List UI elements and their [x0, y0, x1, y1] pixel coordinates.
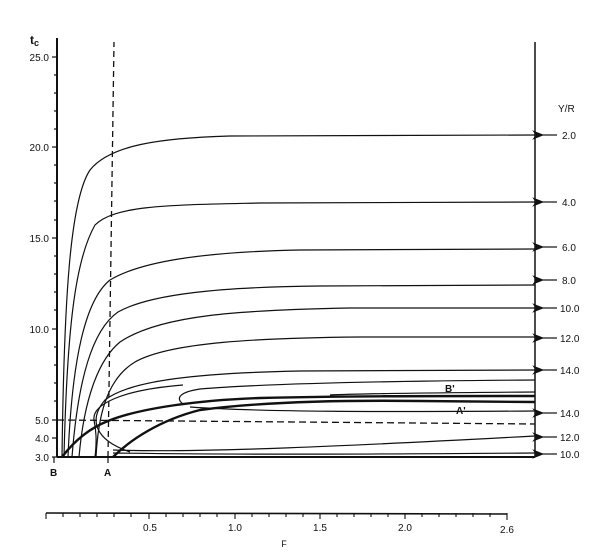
curve-bottom-left	[93, 384, 184, 458]
y-axis-labels: 25.0 20.0 15.0 10.0 5.0 4.0 3.0	[30, 53, 50, 464]
y-tick-label: 20.0	[30, 143, 50, 154]
upper-curves	[61, 134, 536, 458]
yr-label: 4.0	[562, 198, 576, 209]
label-b-prime: B'	[445, 384, 455, 395]
y-tick-label: 10.0	[30, 325, 50, 336]
curve-yr-6	[67, 248, 536, 458]
x-axis-title: F	[281, 539, 287, 549]
yr-label: 2.0	[562, 131, 576, 142]
marker-b-label: B	[50, 468, 57, 479]
yr-label: 6.0	[562, 243, 576, 254]
curve-yr-10	[78, 307, 535, 458]
x-axis-labels: 0.5 1.0 1.5 2.0 2.6	[143, 523, 514, 536]
curve-yr-2	[61, 134, 536, 458]
curve-yr-14-loop	[329, 391, 536, 396]
x-tick-label: 1.0	[228, 523, 242, 534]
yr-label: 12.0	[560, 433, 580, 444]
y-tick-label: 3.0	[35, 453, 49, 464]
x-tick-label: 0.5	[143, 523, 157, 534]
curve-yr-14-lower2	[189, 406, 536, 413]
legend-title: Y/R	[558, 104, 575, 115]
marker-a-label: A	[104, 468, 111, 479]
curve-yr-12-lower	[112, 435, 536, 452]
yr-label: 14.0	[560, 409, 580, 420]
yr-label: 10.0	[560, 450, 580, 461]
right-arrows	[532, 130, 557, 459]
yr-label: 8.0	[562, 276, 576, 287]
label-a-prime: A'	[456, 406, 466, 417]
curve-yr-8	[71, 284, 536, 458]
x-axis-line	[45, 512, 508, 515]
yr-label: 12.0	[560, 334, 580, 345]
curve-yr-14-lower	[178, 379, 536, 405]
right-labels: 2.0 4.0 6.0 8.0 10.0 12.0 14.0 14.0 12.0…	[560, 131, 580, 461]
yr-label: 10.0	[560, 304, 580, 315]
y-tick-label: 25.0	[30, 53, 50, 64]
curve-a-prime	[112, 399, 536, 458]
y-tick-label: 5.0	[35, 416, 49, 427]
curve-yr-14-upper	[95, 369, 536, 453]
x-tick-label: 2.0	[398, 523, 412, 534]
curve-yr-4	[63, 201, 536, 458]
y-axis-ticks	[52, 56, 57, 458]
curve-yr-12	[95, 336, 535, 458]
dashed-vertical-line-a	[107, 41, 115, 458]
curve-b-prime	[61, 394, 536, 458]
y-tick-label: 4.0	[35, 434, 49, 445]
yr-label: 14.0	[560, 366, 580, 377]
y-tick-label: 15.0	[30, 234, 50, 245]
y-axis-title: tc	[30, 33, 39, 48]
boundary-curves	[61, 394, 536, 458]
curve-yr-10-lower	[112, 452, 536, 455]
dashed-horizontal-line-5	[56, 419, 536, 425]
x-tick-label: 1.5	[313, 523, 327, 534]
x-axis-ticks	[45, 513, 508, 520]
x-tick-label: 2.6	[500, 525, 514, 536]
x-axis	[45, 512, 508, 520]
